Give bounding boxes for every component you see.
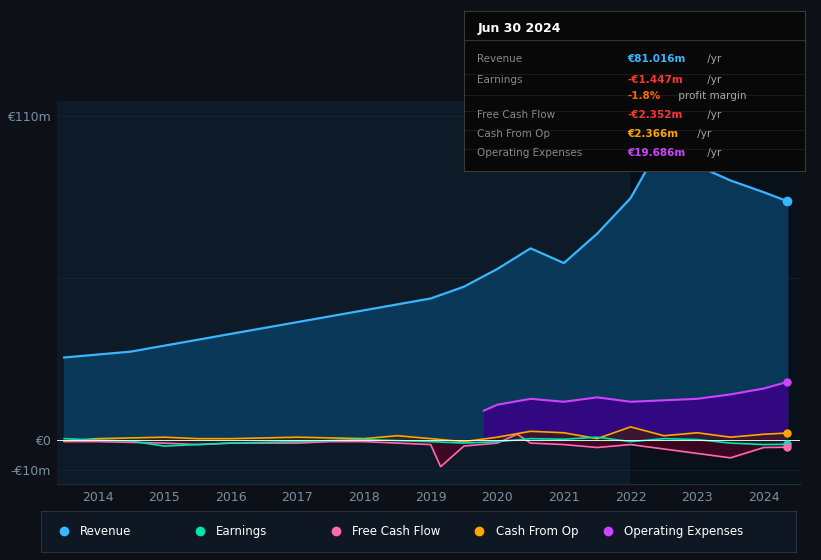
Text: €19.686m: €19.686m [627,148,686,158]
Text: Operating Expenses: Operating Expenses [624,525,743,538]
Text: Earnings: Earnings [216,525,268,538]
Text: Cash From Op: Cash From Op [478,129,551,139]
Text: -€1.447m: -€1.447m [627,75,683,85]
Text: Operating Expenses: Operating Expenses [478,148,583,158]
Text: Free Cash Flow: Free Cash Flow [478,110,556,120]
Text: Revenue: Revenue [478,54,523,64]
Bar [631,101,804,484]
Text: Cash From Op: Cash From Op [496,525,578,538]
Text: /yr: /yr [704,75,721,85]
Text: €2.366m: €2.366m [627,129,678,139]
Text: profit margin: profit margin [675,91,746,101]
Text: /yr: /yr [704,54,721,64]
Text: /yr: /yr [704,110,721,120]
Text: Free Cash Flow: Free Cash Flow [352,525,441,538]
Text: /yr: /yr [704,148,721,158]
Text: Jun 30 2024: Jun 30 2024 [478,22,561,35]
Text: /yr: /yr [695,129,712,139]
Text: Revenue: Revenue [80,525,131,538]
Text: -€2.352m: -€2.352m [627,110,683,120]
Text: -1.8%: -1.8% [627,91,661,101]
Text: Earnings: Earnings [478,75,523,85]
Text: €81.016m: €81.016m [627,54,686,64]
